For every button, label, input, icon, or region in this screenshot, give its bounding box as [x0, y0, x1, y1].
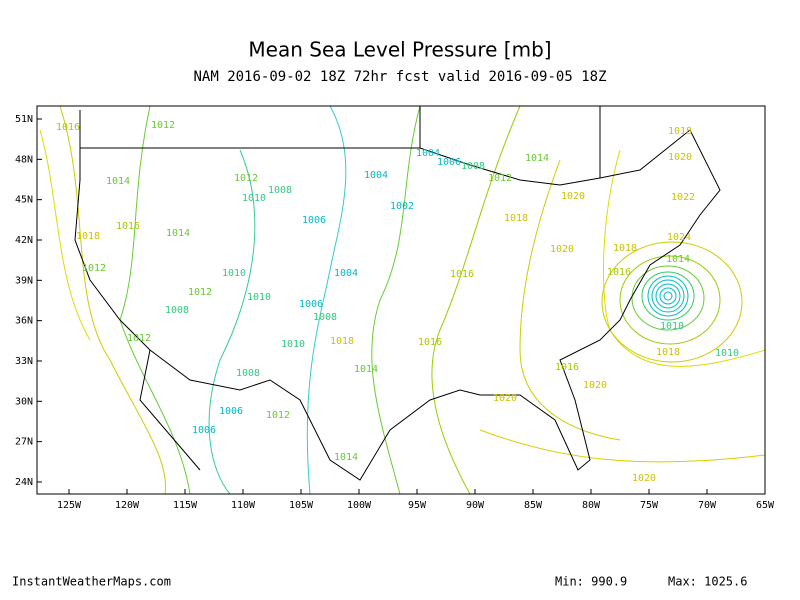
max-value: Max: 1025.6: [668, 575, 747, 589]
contour-label: 1012: [234, 173, 258, 184]
lat-label: 24N: [15, 477, 33, 488]
contour-label: 1010: [660, 321, 684, 332]
lon-label: 70W: [698, 500, 717, 511]
subtitle: NAM 2016-09-02 18Z 72hr fcst valid 2016-…: [193, 69, 606, 85]
lat-label: 36N: [15, 316, 33, 327]
contour-label: 1018: [76, 231, 100, 242]
contour-label: 1010: [247, 292, 271, 303]
isobar: [519, 159, 621, 441]
lon-label: 100W: [347, 500, 372, 511]
contour-label: 1024: [667, 232, 691, 243]
contour-label: 1020: [668, 152, 692, 163]
contour-label: 1014: [166, 228, 190, 239]
lat-label: 30N: [15, 396, 33, 407]
contour-label: 1006: [299, 299, 323, 310]
contour-label: 1018: [504, 213, 528, 224]
contour-label: 1012: [82, 263, 106, 274]
contour-label: 1020: [550, 244, 574, 255]
contour-label: 1016: [555, 362, 579, 373]
lon-label: 90W: [466, 500, 485, 511]
contour-label: 1012: [266, 410, 290, 421]
contour-label: 1004: [364, 170, 388, 181]
contour-label: 1010: [222, 268, 246, 279]
contour-label: 1016: [116, 221, 140, 232]
title: Mean Sea Level Pressure [mb]: [248, 38, 551, 62]
lon-label: 85W: [524, 500, 543, 511]
isobar: [371, 105, 421, 495]
contour-label: 1006: [437, 157, 461, 168]
contour-label: 1004: [416, 148, 440, 159]
contour-label: 1018: [613, 243, 637, 254]
lat-label: 51N: [15, 114, 33, 125]
contour-label: 1008: [236, 368, 260, 379]
contour-label: 1010: [715, 348, 739, 359]
isobar: [479, 429, 766, 463]
contour-label: 1012: [188, 287, 212, 298]
lon-label: 75W: [640, 500, 659, 511]
lon-label: 120W: [115, 500, 140, 511]
lon-label: 110W: [231, 500, 256, 511]
lon-label: 65W: [756, 500, 775, 511]
contour-label: 1020: [583, 380, 607, 391]
lat-label: 39N: [15, 275, 33, 286]
lon-label: 125W: [57, 500, 82, 511]
contour-label: 1016: [56, 122, 80, 133]
min-value: Min: 990.9: [555, 575, 627, 589]
isobar: [306, 105, 347, 495]
contour-label: 1008: [313, 312, 337, 323]
contour-label: 1022: [671, 192, 695, 203]
contour-label: 1018: [668, 126, 692, 137]
lat-label: 33N: [15, 356, 33, 367]
contour-label: 1012: [127, 333, 151, 344]
contour-label: 1004: [334, 268, 358, 279]
contour-label: 1014: [354, 364, 378, 375]
contour-label: 1018: [330, 336, 354, 347]
borders: [79, 106, 601, 471]
contour-label: 1014: [334, 452, 358, 463]
contour-label: 1014: [106, 176, 130, 187]
isobar: [208, 149, 256, 495]
us-outline: [74, 129, 721, 481]
contour-label: 1016: [607, 267, 631, 278]
contour-label: 1016: [450, 269, 474, 280]
contour-label: 1006: [192, 425, 216, 436]
lat-label: 42N: [15, 235, 33, 246]
site-credit: InstantWeatherMaps.com: [12, 575, 171, 589]
contour-label: 1006: [219, 406, 243, 417]
boundaries: [74, 106, 721, 481]
contour-label: 1020: [561, 191, 585, 202]
contour-label: 1010: [242, 193, 266, 204]
lon-label: 95W: [408, 500, 427, 511]
lat-label: 27N: [15, 437, 33, 448]
lat-label: 48N: [15, 154, 33, 165]
map-frame: [36, 105, 766, 495]
contour-label: 1006: [302, 215, 326, 226]
lon-label: 105W: [289, 500, 314, 511]
contour-label: 1016: [418, 337, 442, 348]
contour-label: 1002: [390, 201, 414, 212]
contour-label: 1012: [488, 173, 512, 184]
contour-label: 1014: [525, 153, 549, 164]
contour-label: 1020: [632, 473, 656, 484]
contour-label: 1018: [656, 347, 680, 358]
isobar: [431, 105, 521, 495]
low-center: [601, 241, 743, 363]
contour-label: 1008: [268, 185, 292, 196]
lon-label: 115W: [173, 500, 198, 511]
contour-label: 1014: [666, 254, 690, 265]
contour-label: 1020: [493, 393, 517, 404]
contour-label: 1008: [165, 305, 189, 316]
contour-label: 1012: [151, 120, 175, 131]
lat-label: 45N: [15, 195, 33, 206]
lon-label: 80W: [582, 500, 601, 511]
isobar: [39, 129, 91, 341]
contour-label: 1010: [281, 339, 305, 350]
isobar: [59, 105, 167, 495]
contour-label: 1008: [461, 161, 485, 172]
